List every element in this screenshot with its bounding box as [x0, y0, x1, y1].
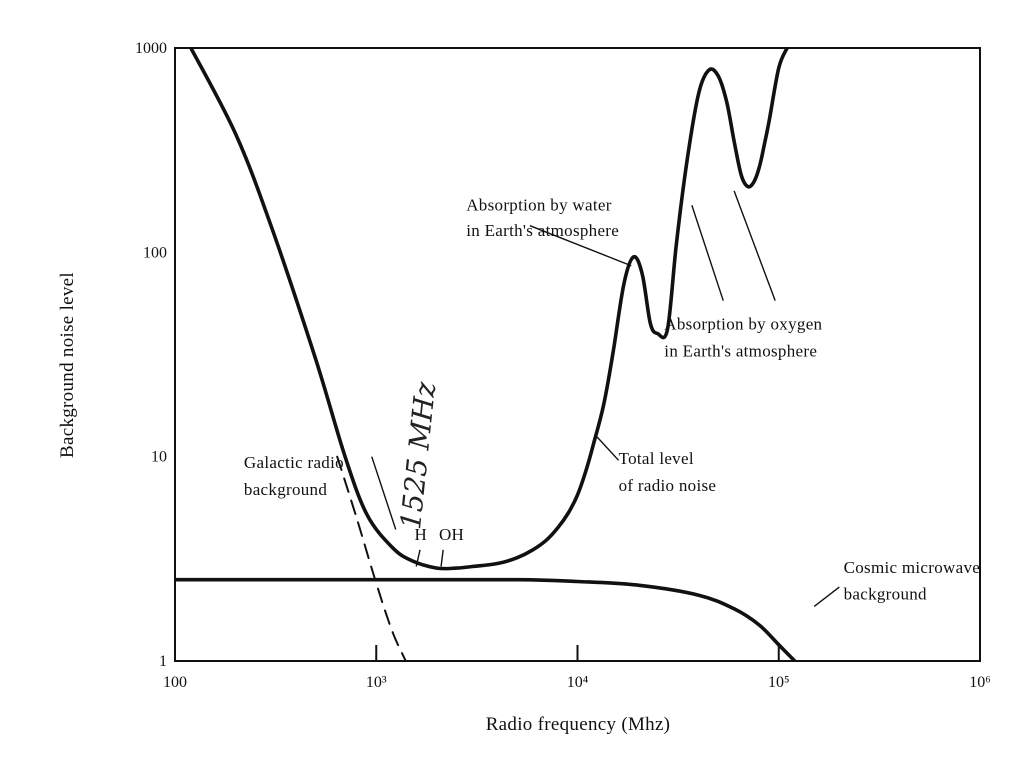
- x-tick-label: 10⁴: [567, 674, 589, 691]
- oxygen-absorption-label: in Earth's atmosphere: [664, 341, 817, 360]
- galactic-background-curve: [336, 455, 407, 661]
- y-tick-label: 1: [159, 653, 167, 670]
- oxygen-leader: [733, 190, 776, 301]
- water-absorption-label: Absorption by water: [466, 196, 611, 215]
- h-line-label: H: [415, 525, 428, 544]
- leader-lines: [371, 190, 840, 607]
- x-axis-title: Radio frequency (Mhz): [486, 714, 671, 735]
- y-tick-label: 100: [143, 244, 167, 261]
- x-tick-label: 10⁵: [768, 674, 790, 691]
- galactic-label: Galactic radio: [244, 453, 344, 472]
- y-tick-label: 1000: [135, 40, 167, 57]
- total-noise-curve: [189, 48, 789, 571]
- oxygen-leader: [691, 205, 724, 301]
- water-leader: [529, 225, 632, 267]
- galactic-label: background: [244, 480, 327, 499]
- total-noise-label: Total level: [619, 449, 694, 468]
- oh-line-label: OH: [439, 525, 464, 544]
- annotation-layer: Absorption by water in Earth's atmosphere…: [244, 196, 980, 604]
- cosmic-label: Cosmic microwave: [844, 558, 981, 577]
- cosmic-microwave-curve: [175, 577, 798, 661]
- water-absorption-label: in Earth's atmosphere: [466, 221, 619, 240]
- oxygen-absorption-label: Absorption by oxygen: [664, 314, 822, 333]
- x-tick-label: 10³: [366, 674, 387, 691]
- cosmic-leader: [813, 586, 840, 607]
- oh-line-leader: [440, 549, 444, 567]
- x-tick-label: 10⁶: [969, 674, 991, 691]
- x-tick-label: 100: [163, 674, 187, 691]
- total-noise-label: of radio noise: [619, 476, 717, 495]
- y-tick-label: 10: [151, 449, 167, 466]
- galactic-leader: [371, 456, 397, 530]
- cosmic-label: background: [844, 584, 927, 603]
- handwritten-frequency-note: 1525 MHz: [394, 380, 442, 531]
- x-tick-marks: [375, 645, 780, 661]
- y-axis-title: Background noise level: [57, 272, 78, 458]
- h-line-leader: [415, 549, 421, 567]
- total-noise-leader: [596, 436, 620, 461]
- series-layer: [175, 48, 798, 661]
- tick-labels: 100 10³ 10⁴ 10⁵ 10⁶ 1 10 100 1000: [135, 40, 991, 691]
